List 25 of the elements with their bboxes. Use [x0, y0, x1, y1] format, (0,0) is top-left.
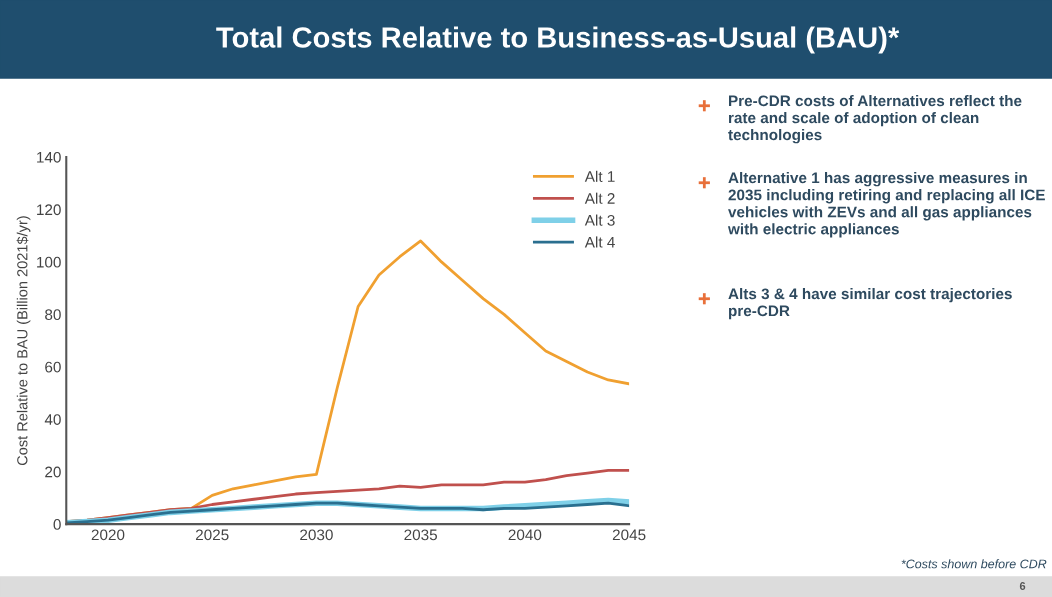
y-tick-label: 20 — [45, 466, 61, 478]
x-tick-label: 2035 — [404, 529, 437, 541]
y-tick-label: 40 — [44, 414, 61, 425]
y-tick-label: 80 — [45, 309, 61, 321]
y-tick-label: 60 — [45, 361, 61, 373]
chart-title: Total Costs Relative to Business-as-Usual (BAU)* — [216, 26, 900, 54]
y-tick-label: 140 — [37, 151, 61, 163]
text: Pre-CDR costs of Alternatives reflect the rate and scale of adoption of clean technologies — [728, 95, 1022, 144]
legend-label: Alt 3 — [584, 214, 615, 226]
legend-label: Alt 1 — [584, 170, 615, 182]
x-tick-label: 2020 — [91, 529, 125, 541]
text: Alternative 1 has aggressive measures in 2035 including retiring and replacing all ICE vehicles with ZEVs and all gas appliances with electric appliances — [727, 172, 1045, 238]
text: Alts 3 & 4 have similar cost trajectories pre-CDR — [728, 288, 1012, 320]
text: *Costs shown before CDR — [901, 559, 1047, 569]
x-tick-label: 2045 — [612, 529, 646, 541]
legend-label: Alt 4 — [584, 236, 615, 248]
y-axis-title: Cost Relative to BAU (Billion 2021$/yr) — [16, 216, 31, 466]
x-tick-label: 2025 — [195, 529, 229, 541]
y-tick-label: 0 — [53, 519, 61, 530]
legend-label: Alt 2 — [584, 192, 615, 204]
x-tick-label: 2040 — [508, 529, 542, 541]
text: 6 — [1019, 582, 1026, 590]
y-tick-label: 100 — [37, 256, 61, 268]
y-tick-label: 120 — [37, 204, 61, 216]
x-tick-label: 2030 — [300, 529, 333, 541]
